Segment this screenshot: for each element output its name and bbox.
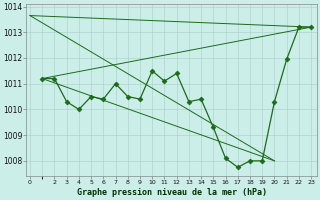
X-axis label: Graphe pression niveau de la mer (hPa): Graphe pression niveau de la mer (hPa)	[77, 188, 267, 197]
